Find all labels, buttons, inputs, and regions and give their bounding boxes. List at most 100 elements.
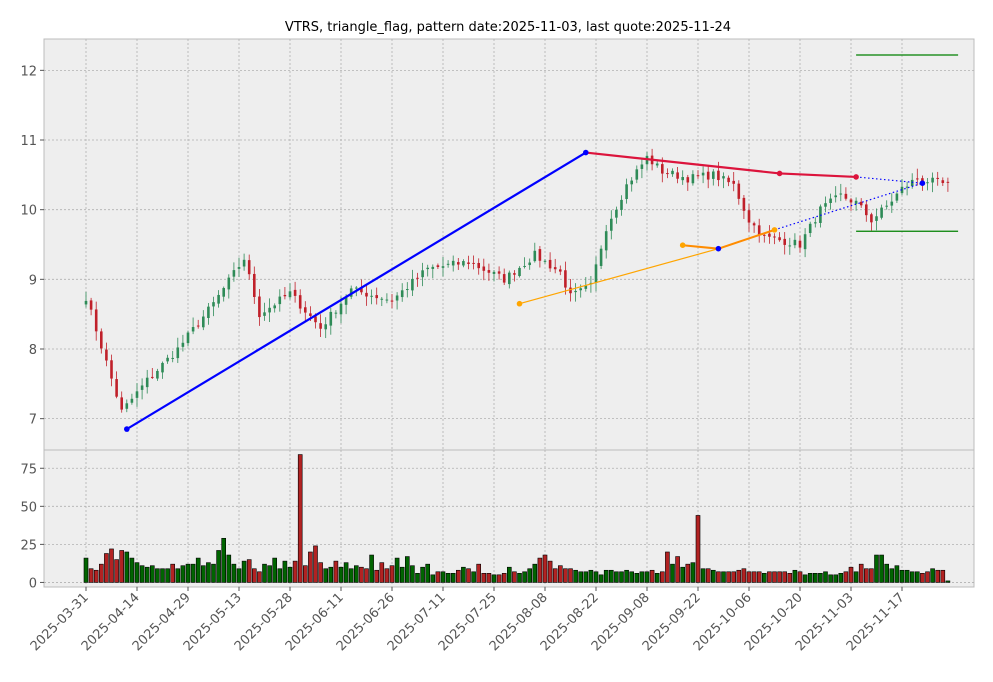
volume-bar	[491, 574, 497, 583]
volume-bar	[506, 566, 512, 583]
volume-bar	[201, 565, 206, 583]
candle-body	[910, 179, 914, 187]
volume-bar	[93, 569, 99, 583]
volume-bar	[863, 568, 869, 583]
candle-body	[253, 273, 256, 297]
candle-body	[900, 186, 904, 194]
candle-body	[472, 262, 475, 264]
candle-body	[100, 331, 103, 349]
volume-bar	[573, 569, 578, 583]
candle-body	[717, 170, 720, 181]
price-tick-label: 11	[20, 134, 37, 149]
candle-body	[584, 285, 588, 289]
volume-bar	[812, 572, 818, 583]
candle-body	[237, 267, 241, 269]
candle-body	[875, 216, 878, 221]
candle-body	[502, 274, 506, 283]
pattern-line	[856, 176, 923, 184]
volume-bar	[144, 566, 150, 583]
candle-body	[232, 270, 236, 277]
candle-body	[181, 342, 185, 347]
grid-lines	[44, 39, 974, 587]
candle-body	[247, 260, 251, 275]
volume-bar	[690, 562, 696, 583]
candle-body	[926, 182, 929, 184]
candle-body	[941, 180, 945, 184]
volume-bar	[512, 571, 517, 583]
volume-bar	[716, 571, 721, 583]
candle-body	[553, 267, 557, 270]
candle-body	[151, 376, 154, 378]
candle-body	[166, 357, 169, 362]
volume-bar	[206, 562, 211, 583]
candle-body	[375, 295, 378, 299]
candle-body	[854, 200, 858, 204]
volume-bar	[818, 572, 823, 583]
volume-bar	[195, 557, 201, 583]
volume-bar	[598, 574, 604, 583]
pattern-marker	[516, 300, 523, 307]
pattern-markers	[124, 149, 926, 432]
volume-bar	[359, 566, 364, 583]
volume-bar	[455, 569, 461, 583]
candle-body	[273, 305, 276, 309]
volume-bar	[420, 566, 425, 583]
volume-bar	[619, 571, 624, 583]
candle-body	[365, 292, 368, 297]
volume-bar	[481, 572, 487, 583]
candle-body	[120, 397, 123, 410]
volume-bar	[185, 563, 191, 583]
volume-bar	[404, 556, 410, 583]
volume-bar	[399, 566, 405, 583]
candle-body	[579, 288, 582, 291]
volume-bar	[675, 556, 680, 583]
volume-bar	[838, 572, 844, 583]
candle-body	[186, 332, 190, 344]
pattern-marker	[919, 180, 926, 186]
volume-bar	[134, 562, 140, 583]
volume-bar	[741, 568, 747, 583]
candle-body	[885, 205, 888, 207]
pattern-marker	[853, 174, 859, 180]
volume-bar	[343, 562, 349, 583]
volume-bar	[364, 568, 369, 583]
candle-body	[207, 306, 210, 319]
volume-bar	[782, 571, 788, 583]
candle-body	[196, 325, 200, 327]
candle-body	[513, 273, 516, 275]
candle-body	[640, 164, 644, 169]
volume-bar	[858, 563, 864, 583]
candle-body	[599, 248, 603, 266]
candle-body	[803, 234, 807, 250]
volume-bar	[874, 554, 879, 583]
candle-body	[839, 193, 843, 195]
candle-body	[329, 311, 333, 326]
volume-bar	[476, 563, 482, 583]
volume-bar	[710, 569, 716, 583]
volume-bar	[410, 565, 415, 583]
candle-body	[793, 239, 797, 246]
volume-bar	[517, 572, 522, 583]
volume-bar	[282, 560, 288, 583]
candle-body	[691, 174, 695, 184]
volume-bar	[665, 551, 670, 583]
candle-body	[747, 210, 751, 223]
candle-body	[446, 263, 450, 265]
volume-bar	[369, 554, 374, 583]
candle-body	[946, 181, 950, 183]
candle-body	[615, 209, 618, 218]
candle-body	[788, 245, 792, 247]
candle-body	[334, 312, 338, 314]
candle-body	[895, 193, 899, 201]
volume-bar	[231, 563, 237, 583]
candle-body	[497, 271, 501, 274]
candle-body	[773, 236, 776, 238]
volume-bar	[323, 568, 329, 583]
candle-body	[921, 178, 924, 183]
candle-body	[508, 272, 511, 285]
volume-bar	[634, 572, 640, 583]
volume-bar	[221, 537, 226, 583]
candle-body	[523, 265, 526, 267]
volume-bar	[843, 571, 849, 583]
volume-bar	[904, 569, 910, 583]
